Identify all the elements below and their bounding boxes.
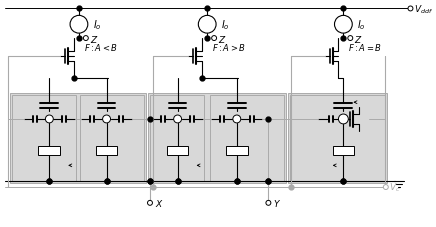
Bar [12, 96, 76, 181]
Bar [150, 96, 204, 181]
Bar [80, 96, 144, 181]
Text: $V_{ddf}$: $V_{ddf}$ [415, 3, 434, 16]
Bar [24, 98, 75, 163]
Circle shape [211, 36, 217, 41]
Bar [333, 146, 354, 156]
Text: $Z$: $Z$ [90, 33, 99, 44]
Bar [290, 96, 385, 181]
Text: $I_o$: $I_o$ [221, 18, 230, 32]
Bar [152, 98, 203, 163]
Text: $I_o$: $I_o$ [93, 18, 102, 32]
Bar [38, 146, 60, 156]
Bar [10, 94, 146, 183]
Circle shape [233, 116, 241, 123]
Bar [210, 96, 284, 181]
Text: $Z$: $Z$ [218, 33, 227, 44]
Circle shape [338, 115, 348, 124]
Bar [226, 146, 248, 156]
Bar [148, 94, 286, 183]
Text: $Z$: $Z$ [354, 33, 363, 44]
Circle shape [174, 116, 181, 123]
Text: $F: A>B$: $F: A>B$ [212, 42, 246, 53]
Circle shape [408, 7, 413, 12]
Circle shape [348, 36, 353, 41]
Circle shape [334, 16, 352, 34]
Text: $I_o$: $I_o$ [357, 18, 366, 32]
Circle shape [102, 116, 110, 123]
Circle shape [83, 36, 89, 41]
Circle shape [70, 16, 88, 34]
Text: $F: A=B$: $F: A=B$ [348, 42, 382, 53]
Text: $F:A<B$: $F:A<B$ [84, 42, 118, 53]
Circle shape [147, 200, 153, 205]
Bar [288, 94, 387, 183]
Text: $X$: $X$ [155, 197, 164, 208]
Circle shape [266, 200, 271, 205]
Text: $V_c$: $V_c$ [389, 181, 400, 193]
Bar [167, 146, 188, 156]
Circle shape [198, 16, 216, 34]
Bar [211, 98, 262, 163]
Circle shape [383, 185, 388, 190]
Text: $Y$: $Y$ [273, 197, 281, 208]
Bar [81, 98, 132, 163]
Bar [96, 146, 117, 156]
Bar [318, 98, 369, 163]
Circle shape [45, 116, 53, 123]
